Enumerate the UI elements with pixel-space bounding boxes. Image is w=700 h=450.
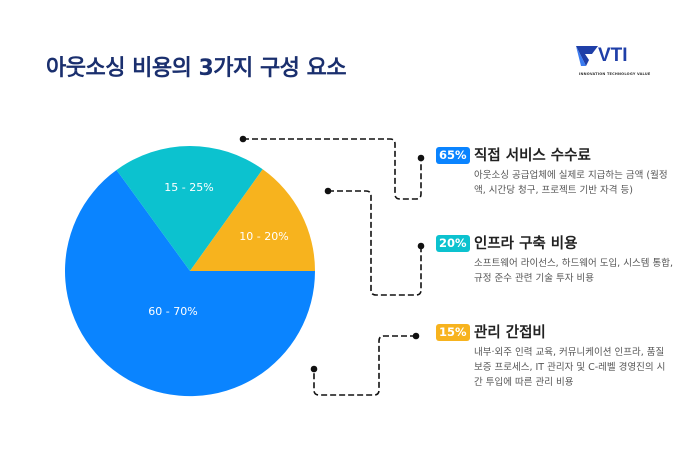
- percent-badge: 20%: [436, 235, 470, 252]
- connector-line-2: [328, 190, 422, 296]
- legend-description: 소프트웨어 라이선스, 하드웨어 도입, 시스템 통합, 규정 준수 관련 기술…: [474, 258, 673, 284]
- percent-badge: 15%: [436, 324, 470, 341]
- slice-label-blue: 60 - 70%: [148, 305, 197, 318]
- pie-slice-direct-fees: [65, 170, 316, 397]
- page-title: 아웃소싱 비용의 3가지 구성 요소: [46, 56, 347, 81]
- connector-line-3: [313, 335, 416, 396]
- percent-badge: 65%: [436, 147, 470, 164]
- connector-line-1: [243, 138, 422, 200]
- pie-slice-infrastructure: [116, 146, 263, 271]
- pie-slice-management: [190, 169, 315, 271]
- logo-text: VTI: [598, 45, 628, 66]
- legend-title: 인프라 구축 비용: [474, 236, 578, 252]
- vti-logo: VTI INNOVATION TECHNOLOGY VALUE: [576, 44, 676, 84]
- logo-tagline: INNOVATION TECHNOLOGY VALUE: [579, 72, 651, 76]
- legend-description: 내부·외주 인력 교육, 커뮤니케이션 인프라, 품질 보증 프로세스, IT …: [474, 347, 666, 388]
- logo-mark-icon: [576, 46, 598, 66]
- legend-title: 직접 서비스 수수료: [474, 148, 591, 164]
- slice-label-amber: 10 - 20%: [239, 230, 288, 243]
- slice-label-teal: 15 - 25%: [164, 181, 213, 194]
- legend-description: 아웃소싱 공급업체에 실제로 지급하는 금액 (월정액, 시간당 청구, 프로젝…: [474, 170, 668, 196]
- legend-title: 관리 간접비: [474, 325, 546, 341]
